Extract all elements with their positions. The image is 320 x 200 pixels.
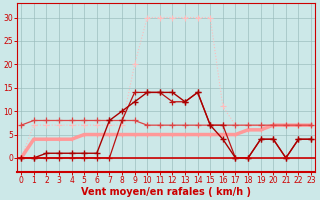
X-axis label: Vent moyen/en rafales ( km/h ): Vent moyen/en rafales ( km/h ) bbox=[81, 187, 251, 197]
